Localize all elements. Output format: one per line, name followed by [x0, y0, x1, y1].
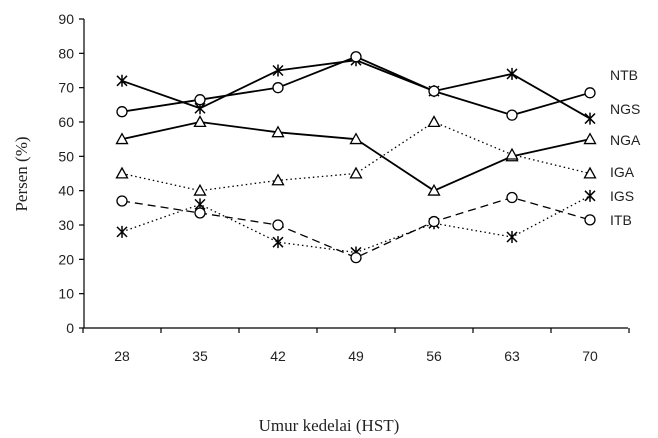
data-point-marker [193, 183, 207, 196]
data-point-marker [194, 207, 206, 219]
y-tick-label: 0 [66, 320, 74, 336]
y-tick-label: 20 [58, 251, 74, 267]
data-point-marker [116, 225, 128, 238]
series-label-igs: IGS [610, 188, 634, 204]
series-itb [116, 191, 596, 264]
data-point-marker [583, 132, 597, 145]
data-point-marker [349, 132, 363, 145]
data-point-marker [115, 166, 129, 179]
series-line [121, 121, 591, 192]
x-tick-label: 35 [192, 348, 208, 364]
data-point-marker [272, 82, 284, 94]
data-point-marker [584, 214, 596, 226]
data-point-marker [271, 173, 285, 186]
y-axis-title: Persen (%) [12, 136, 31, 211]
data-point-marker [428, 85, 440, 97]
y-tick-label: 40 [58, 183, 74, 199]
y-tick-label: 10 [58, 286, 74, 302]
y-tick-label: 70 [58, 80, 74, 96]
data-point-marker [427, 115, 441, 128]
data-point-marker [506, 109, 518, 121]
data-point-marker [116, 74, 128, 87]
x-tick-label: 49 [348, 348, 364, 364]
series-iga [115, 115, 597, 196]
data-point-marker [428, 215, 440, 228]
series-label-iga: IGA [610, 164, 635, 180]
data-point-marker [271, 125, 285, 138]
series-nga [115, 115, 597, 196]
series-ntb [116, 54, 596, 125]
data-point-marker [115, 132, 129, 145]
x-tick-label: 28 [114, 348, 130, 364]
data-point-marker [116, 106, 128, 118]
data-point-marker [272, 64, 284, 77]
series-line [121, 59, 591, 120]
data-point-marker [350, 51, 362, 63]
data-point-marker [272, 219, 284, 231]
data-point-marker [583, 166, 597, 179]
x-axis-title: Umur kedelai (HST) [259, 416, 400, 435]
series-label-itb: ITB [610, 212, 632, 228]
data-point-marker [350, 251, 362, 264]
y-tick-label: 90 [58, 11, 74, 27]
data-point-marker [193, 115, 207, 128]
y-tick-label: 50 [58, 148, 74, 164]
y-tick-label: 30 [58, 217, 74, 233]
x-tick-label: 42 [270, 348, 286, 364]
chart-series [115, 51, 597, 264]
data-point-marker [194, 94, 206, 106]
x-tick-label: 56 [426, 348, 442, 364]
data-point-marker [116, 195, 128, 207]
data-point-marker [506, 191, 518, 204]
data-point-marker [584, 112, 596, 125]
x-tick-label: 63 [504, 348, 520, 364]
chart-series-labels: NTB NGS NGA IGA IGS ITB [610, 67, 641, 228]
y-tick-label: 80 [58, 45, 74, 61]
data-point-marker [349, 166, 363, 179]
data-point-marker [272, 236, 284, 249]
x-tick-label: 70 [582, 348, 598, 364]
data-point-marker [427, 183, 441, 196]
series-label-nga: NGA [610, 132, 641, 148]
data-point-marker [584, 189, 596, 202]
series-line [121, 195, 591, 254]
data-point-marker [506, 67, 518, 80]
series-label-ntb: NTB [610, 67, 638, 83]
chart-axes: 0 10 20 30 40 50 60 70 80 90 28 35 42 49 56 63 70 [58, 11, 630, 364]
data-point-marker [505, 147, 519, 160]
data-point-marker [584, 87, 596, 99]
series-line [121, 121, 591, 192]
series-ngs [116, 51, 596, 121]
data-point-marker [506, 231, 518, 244]
y-tick-label: 60 [58, 114, 74, 130]
series-label-ngs: NGS [610, 101, 640, 117]
